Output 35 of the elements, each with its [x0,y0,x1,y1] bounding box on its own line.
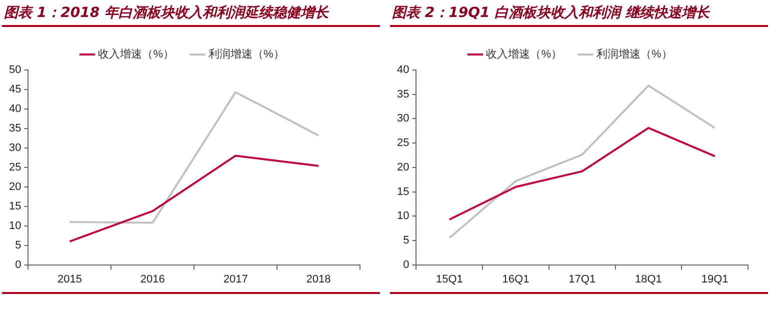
y-tick-label: 25 [396,137,410,150]
legend-label: 收入增速（%） [486,48,562,61]
x-tick-label: 19Q1 [701,273,728,286]
y-tick-label: 15 [8,200,22,212]
chart-title: 图表 1：2018 年白酒板块收入和利润延续稳健增长 [2,0,380,27]
x-tick-label: 2018 [306,273,331,286]
y-tick-label: 35 [8,122,22,134]
y-tick-label: 50 [8,64,22,76]
legend-label: 利润增速（%） [596,48,672,61]
y-tick-label: 0 [15,258,22,271]
y-tick-label: 10 [8,220,22,232]
y-tick-label: 5 [403,234,410,246]
y-tick-label: 0 [403,258,410,271]
y-tick-label: 20 [8,180,22,193]
legend-label: 收入增速（%） [98,48,174,61]
y-tick-label: 25 [8,161,22,174]
x-tick-label: 17Q1 [568,273,596,286]
y-tick-label: 30 [396,112,410,125]
x-tick-label: 18Q1 [635,273,662,286]
y-tick-label: 30 [8,142,22,154]
y-tick-label: 40 [396,64,410,76]
chart-title: 图表 2：19Q1 白酒板块收入和利润 继续快速增长 [390,0,768,27]
y-tick-label: 10 [396,210,410,222]
legend-label: 利润增速（%） [208,48,284,61]
y-tick-label: 15 [396,186,410,198]
x-tick-label: 15Q1 [436,273,463,286]
y-tick-label: 45 [8,84,22,96]
x-tick-label: 16Q1 [502,273,530,286]
y-tick-label: 20 [396,161,410,174]
y-tick-label: 35 [396,88,410,100]
x-tick-label: 2016 [140,273,165,286]
x-tick-label: 2015 [57,273,82,286]
y-tick-label: 40 [8,102,22,115]
x-tick-label: 2017 [223,273,248,286]
y-tick-label: 5 [15,239,22,252]
